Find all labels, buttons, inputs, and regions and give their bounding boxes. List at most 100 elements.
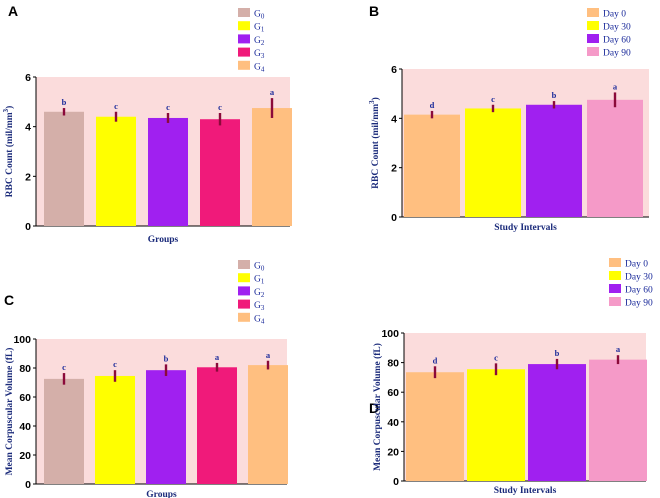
panel-letter: C [4,292,14,308]
y-tick-label: 0 [25,479,31,491]
legend-swatch [238,60,250,70]
legend-label: G0 [254,10,265,21]
bar-g1 [96,116,136,226]
panel-letter: B [369,3,379,19]
significance-label: c [166,102,170,112]
significance-label: a [215,352,220,362]
legend-swatch [238,21,250,31]
legend-label: G1 [254,23,265,34]
significance-label: b [552,90,557,100]
bar-day-30 [467,369,525,481]
significance-label: d [433,355,438,365]
legend-label: Day 90 [603,49,631,59]
y-tick-label: 40 [19,421,31,433]
panel-letter: A [8,3,18,19]
legend-swatch [238,299,250,309]
bar-day-90 [589,359,647,481]
chart-panel-b: B 0 2 4 6 d c b a Study Intervals RBC Count (mil/m… [368,3,649,233]
y-axis-title: RBC Count (mil/mm3) [2,106,15,198]
legend-swatch [609,271,621,280]
legend-swatch [238,8,250,17]
significance-label: a [616,344,621,354]
y-tick-label: 40 [387,417,399,429]
legend-swatch [238,34,250,44]
bar-g2 [148,117,188,226]
legend-label: Day 60 [625,286,653,296]
bar-g0 [44,111,84,226]
bar-g3 [197,367,237,484]
legend-label: G4 [254,62,265,73]
y-tick-label: 4 [391,113,397,125]
significance-label: a [270,87,275,97]
legend: G0 G1 G2 G3 G4 [238,260,265,325]
bar-g4 [248,365,288,484]
legend-label: G2 [254,288,265,299]
significance-label: a [266,350,271,360]
legend-swatch [609,284,621,293]
y-tick-label: 6 [25,72,31,84]
bar-day-30 [465,108,521,217]
y-tick-label: 100 [13,334,31,346]
x-axis-title: Groups [146,490,177,498]
y-tick-label: 20 [19,450,31,462]
x-axis-title: Study Intervals [494,223,557,233]
significance-label: b [164,353,169,363]
legend-swatch [238,286,250,296]
legend-label: G1 [254,275,265,286]
bar-day-0 [406,372,464,481]
bar-g3 [200,119,240,226]
y-tick-label: 100 [381,328,399,340]
legend-swatch [587,47,599,56]
chart-panel-d: D 0 20 40 60 80 100 d c b a Study Intervals Mean Cor… [369,258,653,496]
y-tick-label: 0 [25,221,31,233]
legend-swatch [238,273,250,283]
legend-label: Day 0 [625,260,648,270]
y-axis-title: Mean Corpuscular Volume (fL) [372,343,383,471]
legend-swatch [609,258,621,267]
bar-g4 [252,108,292,226]
y-axis-title: Mean Corpuscular Volume (fL) [4,348,15,476]
y-tick-label: 60 [387,387,399,399]
legend-swatch [587,8,599,17]
legend: G0 G1 G2 G3 G4 [238,8,265,73]
legend-label: G0 [254,262,265,273]
y-tick-label: 20 [387,446,399,458]
bar-day-60 [526,104,582,217]
y-tick-label: 4 [25,122,31,134]
chart-panel-c: C 0 20 40 60 80 100 c c b a a Groups Mean Corpuscular… [4,260,288,498]
y-axis-title: RBC Count (mil/mm3) [368,97,381,189]
y-tick-label: 80 [387,358,399,370]
y-tick-label: 0 [393,476,399,488]
legend-label: Day 60 [603,36,631,46]
legend-swatch [238,260,250,269]
y-tick-label: 2 [391,163,397,175]
significance-label: c [62,362,66,372]
y-tick-label: 60 [19,392,31,404]
bar-g1 [95,375,135,484]
significance-label: b [62,97,67,107]
legend: Day 0 Day 30 Day 60 Day 90 [609,258,653,309]
significance-label: c [491,94,495,104]
legend-label: Day 30 [603,23,631,33]
panel-letter: D [369,400,379,416]
significance-label: b [555,348,560,358]
legend-swatch [609,297,621,306]
bar-day-60 [528,364,586,481]
legend-swatch [238,47,250,57]
x-axis-title: Groups [148,235,179,245]
y-tick-label: 2 [25,171,31,183]
significance-label: c [114,101,118,111]
legend-label: Day 0 [603,10,626,20]
significance-label: c [218,102,222,112]
legend-label: G4 [254,314,265,325]
legend-label: Day 30 [625,273,653,283]
bar-g0 [44,378,84,484]
significance-label: d [430,100,435,110]
legend-label: G3 [254,49,265,60]
x-axis-title: Study Intervals [494,486,557,496]
legend-label: G2 [254,36,265,47]
bar-day-90 [587,99,643,217]
significance-label: c [113,359,117,369]
